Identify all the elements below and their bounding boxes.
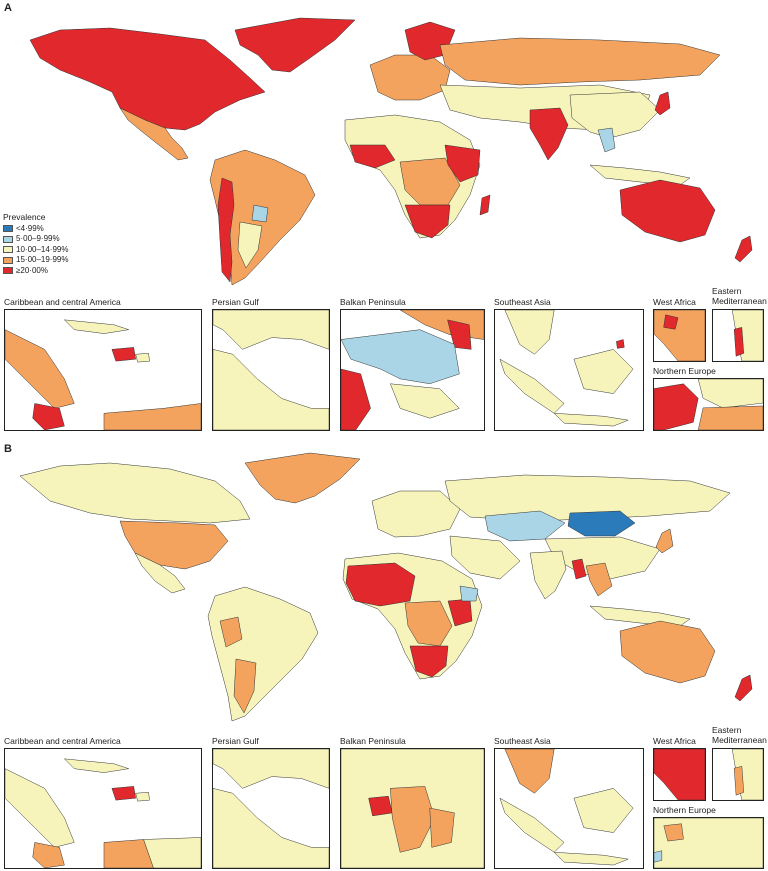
australia-b [619, 620, 716, 684]
legend-label: ≥20·00% [16, 265, 48, 275]
legend-label: 5·00–9·99% [16, 234, 60, 243]
inset-label-persian-gulf-a: Persian Gulf [212, 297, 259, 307]
inset-label-caribbean-b: Caribbean and central America [4, 736, 121, 746]
inset-label-northern-europe-b: Northern Europe [653, 805, 716, 815]
world-map-panel-b [19, 452, 753, 722]
legend-swatch [3, 256, 13, 264]
russia-b [444, 474, 731, 522]
east-africa-a [444, 144, 481, 183]
inset-label-west-africa-a: West Africa [653, 297, 696, 307]
myanmar-b [571, 558, 587, 580]
madagascar-a [479, 194, 491, 216]
indochina-b [585, 562, 613, 597]
west-africa-a [349, 144, 396, 169]
mexico-a [119, 107, 189, 161]
kenya-b [459, 585, 479, 602]
greenland-b [244, 452, 361, 504]
inset-persian-gulf-a [212, 309, 330, 431]
usa-b [119, 520, 229, 570]
inset-label-balkan-b: Balkan Peninsula [340, 736, 406, 746]
china-a [569, 91, 661, 139]
europe-b [371, 490, 461, 538]
legend-swatch [3, 225, 13, 233]
japan-b [655, 528, 674, 554]
legend-item: ≥20·00% [3, 266, 68, 277]
japan-a [654, 91, 671, 116]
southern-africa-a [404, 204, 451, 239]
legend-swatch [3, 267, 13, 275]
europe-a [369, 54, 451, 101]
inset-west-africa-b [653, 748, 706, 801]
middle-east-b [449, 535, 521, 580]
inset-se-asia-a [494, 309, 644, 431]
peru-b [219, 616, 243, 648]
panel-a-label: A [4, 2, 12, 14]
se-asia-mainland-a [597, 127, 616, 153]
inset-caribbean-a [4, 309, 202, 431]
legend-item: 5·00–9·99% [3, 234, 68, 245]
russia-a [439, 37, 721, 86]
inset-label-northern-europe-a: Northern Europe [653, 366, 716, 376]
india-b [529, 550, 567, 600]
argentina-b [233, 658, 257, 714]
inset-east-med-b [712, 748, 764, 801]
new-zealand-a [734, 235, 753, 263]
legend-title: Prevalence [3, 212, 46, 222]
greenland-a [234, 17, 356, 73]
indonesia-b [589, 605, 691, 627]
legend-item: 15·00–19·99% [3, 255, 68, 266]
southern-africa-b [409, 645, 449, 678]
argentina-a [237, 221, 263, 269]
inset-west-africa-a [653, 309, 706, 362]
inset-label-caribbean-a: Caribbean and central America [4, 297, 121, 307]
legend-swatch [3, 246, 13, 254]
inset-se-asia-b [494, 748, 644, 869]
legend-item: 10·00–14·99% [3, 245, 68, 256]
inset-caribbean-b [4, 748, 202, 869]
north-america-a [29, 27, 266, 131]
inset-northern-europe-a [653, 378, 764, 431]
world-map-panel-a [29, 17, 753, 286]
panel-b-label: B [4, 443, 12, 455]
sahel-b [345, 562, 416, 607]
inset-balkan-a [340, 309, 485, 431]
inset-east-med-a [712, 309, 764, 362]
south-america-b [207, 586, 319, 722]
legend-label: <4·99% [16, 223, 44, 233]
inset-label-se-asia-b: Southeast Asia [494, 736, 551, 746]
indonesia-a [589, 164, 691, 186]
inset-label-persian-gulf-b: Persian Gulf [212, 736, 259, 746]
paraguay-a [251, 204, 269, 223]
mongolia-b [567, 510, 636, 537]
legend-label: 15·00–19·99% [16, 255, 69, 264]
inset-persian-gulf-b [212, 748, 330, 869]
legend-swatch [3, 235, 13, 243]
legend-label: 10·00–14·99% [16, 244, 69, 254]
inset-label-balkan-a: Balkan Peninsula [340, 297, 406, 307]
inset-label-east-med-b: Eastern Mediterranean [712, 725, 767, 745]
canada-b [19, 462, 251, 524]
legend-item: <4·99% [3, 224, 68, 235]
inset-balkan-b [340, 748, 485, 869]
australia-a [619, 179, 716, 243]
inset-label-west-africa-b: West Africa [653, 736, 696, 746]
chile-a [217, 177, 235, 283]
prevalence-legend: Prevalence <4·99% 5·00–9·99% 10·00–14·99… [3, 212, 68, 276]
mexico-b [134, 552, 186, 594]
india-a [529, 107, 569, 161]
inset-northern-europe-b [653, 817, 764, 869]
inset-label-se-asia-a: Southeast Asia [494, 297, 551, 307]
new-zealand-b [734, 674, 753, 702]
inset-label-east-med-a: Eastern Mediterranean [712, 286, 767, 306]
